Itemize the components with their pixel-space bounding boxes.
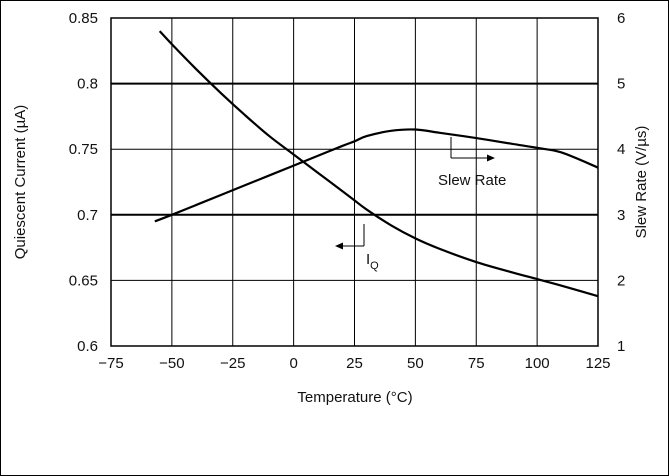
series-line-slew-rate (154, 128, 599, 223)
series-lines (154, 30, 599, 298)
y-left-tick-label: 0.6 (77, 338, 98, 355)
series-line-iq (158, 30, 599, 298)
iq-annotation-label-sub: Q (370, 260, 379, 272)
x-tick-labels: −75 −50 −25 0 25 50 75 100 125 (98, 355, 610, 372)
x-axis-label: Temperature (°C) (297, 389, 412, 406)
y-right-tick-label: 1 (617, 338, 625, 355)
x-tick-label: −75 (98, 355, 123, 372)
y-left-tick-label: 0.8 (77, 76, 98, 93)
x-tick-label: −50 (159, 355, 184, 372)
y-right-tick-label: 6 (617, 10, 625, 27)
slew-rate-annotation-label: Slew Rate (438, 172, 506, 189)
y-right-tick-label: 5 (617, 76, 625, 93)
x-tick-label: 50 (407, 355, 424, 372)
iq-annotation-label: IQ (366, 251, 379, 272)
y-right-tick-labels: 6 5 4 3 2 1 (617, 10, 625, 355)
y-right-tick-label: 4 (617, 141, 625, 158)
iq-arrow-head (335, 242, 343, 250)
x-tick-label: −25 (220, 355, 245, 372)
x-tick-label: 0 (289, 355, 297, 372)
x-tick-label: 100 (525, 355, 550, 372)
y-left-tick-label: 0.85 (69, 10, 98, 27)
y-right-tick-label: 3 (617, 207, 625, 224)
y-left-tick-label: 0.65 (69, 272, 98, 289)
slew-rate-annotation: Slew Rate (438, 137, 506, 189)
y-right-axis-label: Slew Rate (V/µs) (633, 126, 650, 239)
y-left-tick-label: 0.75 (69, 141, 98, 158)
y-left-axis-label: Quiescent Current (µA) (12, 105, 29, 260)
grid (111, 18, 598, 346)
x-tick-label: 125 (585, 355, 610, 372)
plot-area (110, 17, 599, 347)
slew-rate-arrow-head (487, 154, 495, 162)
iq-annotation: IQ (335, 224, 379, 272)
y-left-tick-labels: 0.85 0.8 0.75 0.7 0.65 0.6 (69, 10, 98, 355)
iq-annotation-label-main: I (366, 251, 370, 268)
y-right-tick-label: 2 (617, 272, 625, 289)
y-left-tick-label: 0.7 (77, 207, 98, 224)
x-tick-label: 75 (468, 355, 485, 372)
x-tick-label: 25 (346, 355, 363, 372)
